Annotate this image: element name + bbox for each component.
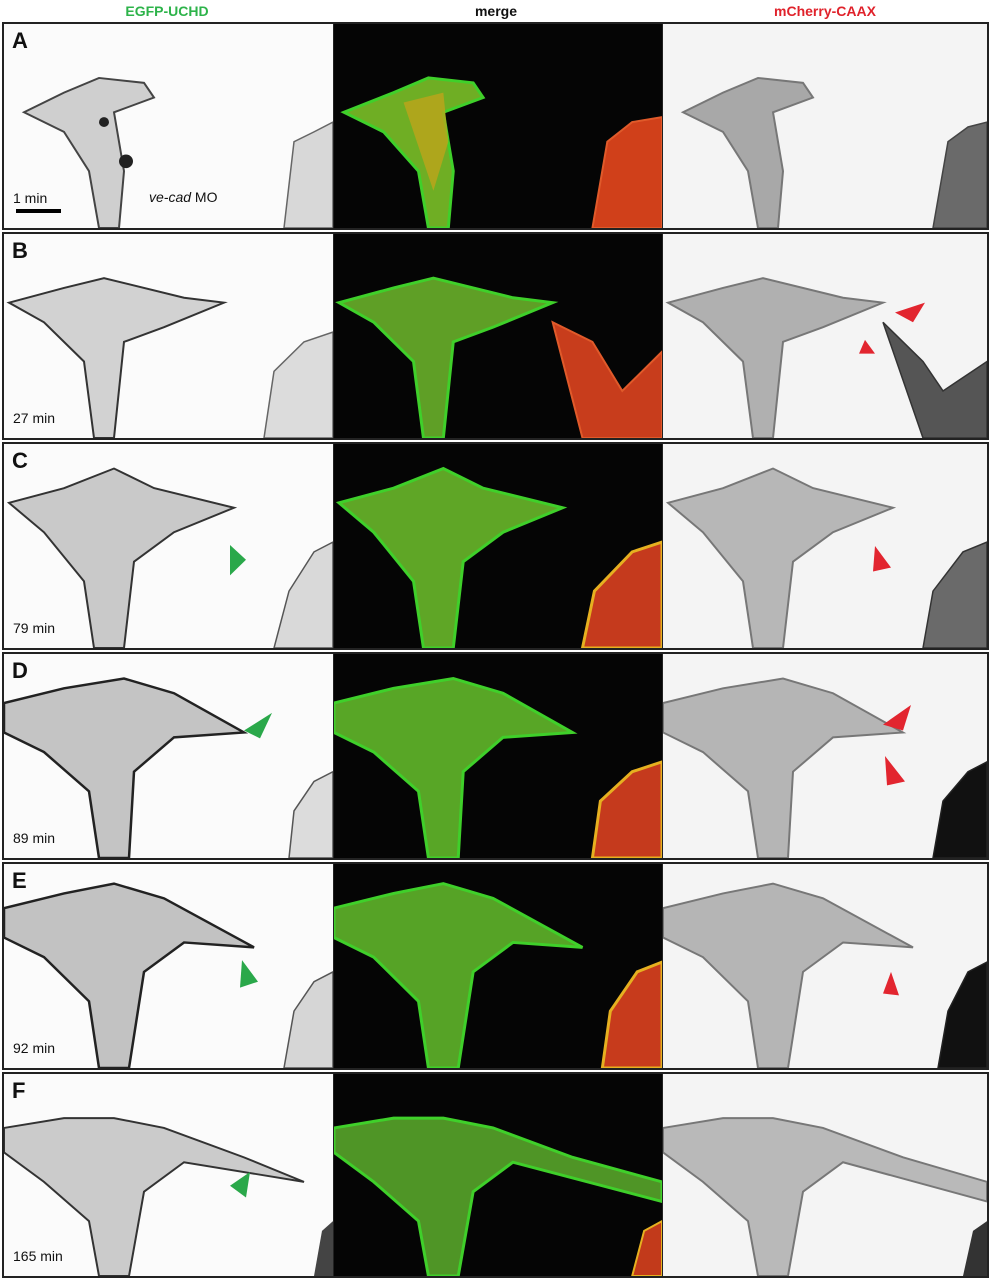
time-label: 79 min <box>13 620 56 636</box>
time-label: 89 min <box>13 830 56 846</box>
panel-row-d: D 89 min <box>2 652 989 860</box>
scale-bar <box>16 209 61 213</box>
red-arrowhead-icon <box>873 546 891 572</box>
merge-image-e <box>333 864 663 1068</box>
panel-row-e: E 92 min <box>2 862 989 1070</box>
panel-row-b: B 27 min <box>2 232 989 440</box>
panel-letter: A <box>12 28 28 53</box>
merge-image-b <box>333 234 663 438</box>
merge-image-d <box>333 654 663 858</box>
mcherry-image-f <box>663 1074 987 1276</box>
time-label: 92 min <box>13 1040 56 1056</box>
header-egfp-uchd: EGFP-UCHD <box>125 3 209 19</box>
morpholino-label: ve-cad MO <box>149 189 218 205</box>
scale-label: 1 min <box>13 190 48 206</box>
green-arrowhead-icon <box>240 960 258 988</box>
time-label: 165 min <box>13 1248 63 1264</box>
merge-image-f <box>333 1074 663 1276</box>
mcherry-image-c <box>663 444 987 648</box>
panel-row-f: F 165 min <box>2 1072 989 1278</box>
red-arrowhead-icon <box>885 756 905 786</box>
red-arrowhead-icon <box>883 971 899 996</box>
egfp-image-b: B 27 min <box>4 234 333 438</box>
red-arrowhead-icon <box>859 339 875 354</box>
egfp-image-c: C 79 min <box>4 444 333 648</box>
header-mcherry-caax: mCherry-CAAX <box>774 3 876 19</box>
merge-image-c <box>333 444 663 648</box>
panel-letter: B <box>12 238 28 263</box>
panel-letter: D <box>12 658 28 683</box>
red-arrowhead-icon <box>895 302 925 323</box>
panel-letter: C <box>12 448 28 473</box>
mcherry-image-b <box>663 234 987 438</box>
mcherry-image-d <box>663 654 987 858</box>
mcherry-image-a <box>663 24 987 228</box>
egfp-image-f: F 165 min <box>4 1074 333 1276</box>
green-arrowhead-icon <box>244 712 272 739</box>
green-arrowhead-icon <box>230 1172 250 1198</box>
panel-letter: F <box>12 1078 26 1103</box>
merge-image-a <box>333 24 663 228</box>
egfp-image-d: D 89 min <box>4 654 333 858</box>
panel-row-a: A 1 min ve-cad MO <box>2 22 989 230</box>
time-label: 27 min <box>13 410 56 426</box>
green-arrowhead-icon <box>230 545 246 576</box>
red-arrowhead-icon <box>883 705 911 731</box>
egfp-image-e: E 92 min <box>4 864 333 1068</box>
mcherry-image-e <box>663 864 987 1068</box>
panel-letter: E <box>12 868 27 893</box>
header-merge: merge <box>474 3 518 19</box>
egfp-image-a: A 1 min ve-cad MO <box>4 24 333 228</box>
panel-row-c: C 79 min <box>2 442 989 650</box>
